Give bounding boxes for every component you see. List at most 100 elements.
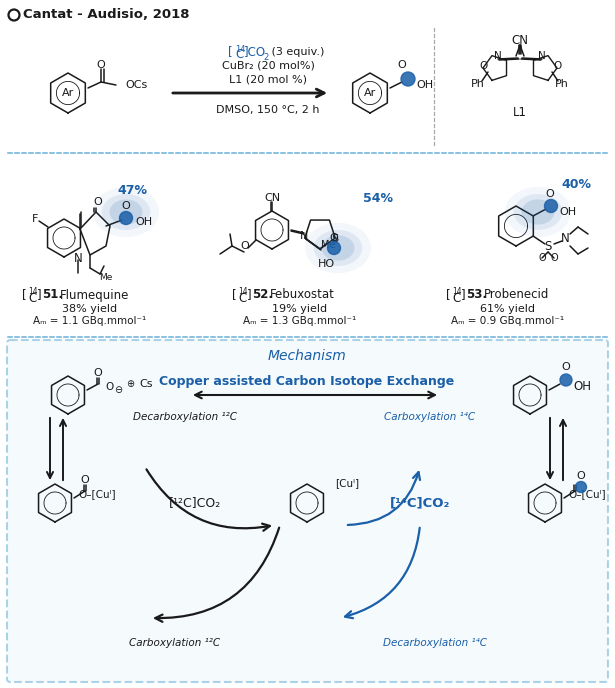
Text: O: O: [330, 233, 338, 243]
Text: O–[Cuᴵ]: O–[Cuᴵ]: [78, 489, 116, 499]
Text: 51.: 51.: [42, 288, 63, 301]
Text: O: O: [93, 368, 102, 378]
Text: ⊕: ⊕: [126, 379, 134, 389]
Text: O: O: [398, 60, 407, 70]
Text: Carboxylation ¹⁴C: Carboxylation ¹⁴C: [384, 412, 475, 422]
Text: 47%: 47%: [117, 184, 147, 197]
Text: O: O: [93, 197, 102, 207]
Text: [¹⁴C]CO₂: [¹⁴C]CO₂: [390, 497, 450, 510]
Text: CuBr₂ (20 mol%): CuBr₂ (20 mol%): [221, 61, 314, 71]
Text: OCs: OCs: [125, 80, 147, 90]
Text: 14: 14: [238, 288, 248, 297]
FancyBboxPatch shape: [7, 340, 608, 682]
Text: ]: ]: [461, 288, 466, 301]
Text: 14: 14: [452, 288, 462, 297]
Circle shape: [119, 211, 132, 224]
Text: N: N: [74, 252, 82, 264]
Text: (3 equiv.): (3 equiv.): [268, 47, 324, 57]
Text: 14: 14: [235, 45, 245, 54]
Ellipse shape: [305, 223, 371, 273]
Text: Cantat - Audisio, 2018: Cantat - Audisio, 2018: [23, 8, 189, 21]
Text: O–[Cuᴵ]: O–[Cuᴵ]: [568, 489, 606, 499]
Text: 54%: 54%: [363, 191, 393, 204]
Text: [: [: [22, 288, 26, 301]
Text: DMSO, 150 °C, 2 h: DMSO, 150 °C, 2 h: [216, 105, 320, 115]
Text: [¹²C]CO₂: [¹²C]CO₂: [169, 497, 221, 510]
Text: N: N: [561, 233, 569, 246]
Text: HO: HO: [317, 259, 335, 269]
Text: 40%: 40%: [561, 178, 591, 191]
Text: Aₘ = 1.3 GBq.mmol⁻¹: Aₘ = 1.3 GBq.mmol⁻¹: [244, 316, 357, 326]
Text: F: F: [32, 214, 38, 224]
Text: O: O: [479, 61, 487, 71]
Text: [Cuᴵ]: [Cuᴵ]: [335, 478, 359, 488]
Text: Copper assisted Carbon Isotope Exchange: Copper assisted Carbon Isotope Exchange: [159, 374, 454, 387]
Text: CN: CN: [264, 193, 280, 203]
Text: C: C: [28, 292, 36, 305]
Text: N: N: [494, 51, 502, 61]
Text: O: O: [577, 471, 585, 481]
Circle shape: [401, 72, 415, 86]
Text: N: N: [538, 51, 546, 61]
Text: 52.: 52.: [252, 288, 273, 301]
Text: CN: CN: [512, 34, 528, 47]
Text: O: O: [550, 253, 558, 263]
Circle shape: [560, 374, 572, 386]
Text: Cs: Cs: [139, 379, 153, 389]
Text: O: O: [81, 475, 89, 485]
Text: [: [: [232, 288, 237, 301]
Text: [: [: [228, 45, 232, 58]
Text: 19% yield: 19% yield: [272, 304, 328, 314]
Text: Ph: Ph: [555, 79, 569, 89]
Text: S: S: [331, 234, 339, 244]
Text: Aₘ = 0.9 GBq.mmol⁻¹: Aₘ = 0.9 GBq.mmol⁻¹: [451, 316, 565, 326]
Circle shape: [328, 241, 341, 255]
Text: L1: L1: [513, 105, 527, 118]
Text: S: S: [544, 241, 552, 253]
Text: 14: 14: [28, 288, 38, 297]
Text: C: C: [235, 48, 244, 61]
Ellipse shape: [102, 194, 150, 230]
Text: Ar: Ar: [364, 88, 376, 98]
Text: 61% yield: 61% yield: [480, 304, 536, 314]
Text: ]: ]: [37, 288, 42, 301]
Text: Febuxostat: Febuxostat: [270, 288, 335, 301]
Text: O: O: [561, 362, 570, 372]
Ellipse shape: [522, 200, 555, 224]
Text: L1 (20 mol %): L1 (20 mol %): [229, 74, 307, 84]
Text: O: O: [106, 382, 114, 392]
Text: OH: OH: [416, 80, 434, 90]
Text: O: O: [122, 201, 130, 211]
Text: ]CO: ]CO: [244, 45, 266, 58]
Text: Me: Me: [321, 240, 335, 250]
Text: Mechanism: Mechanism: [268, 349, 346, 363]
Text: O: O: [546, 189, 554, 199]
Text: Probenecid: Probenecid: [484, 288, 549, 301]
Text: Decarboxylation ¹²C: Decarboxylation ¹²C: [133, 412, 237, 422]
Ellipse shape: [322, 235, 354, 261]
Text: O: O: [538, 253, 546, 263]
Text: ⊖: ⊖: [114, 385, 122, 395]
Text: Ph: Ph: [471, 79, 485, 89]
Text: O: O: [97, 60, 105, 70]
Text: OH: OH: [560, 207, 577, 217]
Text: C: C: [238, 292, 246, 305]
Ellipse shape: [314, 230, 362, 266]
Text: O: O: [240, 241, 249, 251]
Ellipse shape: [505, 187, 571, 237]
Text: OH: OH: [135, 217, 153, 227]
Text: O: O: [553, 61, 561, 71]
Text: [: [: [446, 288, 451, 301]
Circle shape: [576, 482, 587, 493]
Text: ]: ]: [247, 288, 252, 301]
Text: 38% yield: 38% yield: [63, 304, 117, 314]
Text: Me: Me: [99, 274, 113, 283]
Ellipse shape: [514, 194, 562, 230]
Text: C: C: [452, 292, 460, 305]
Text: OH: OH: [573, 380, 591, 394]
Text: 2: 2: [263, 52, 268, 61]
Ellipse shape: [93, 187, 159, 237]
Text: Ar: Ar: [62, 88, 74, 98]
Text: Aₘ = 1.1 GBq.mmol⁻¹: Aₘ = 1.1 GBq.mmol⁻¹: [33, 316, 146, 326]
Text: 53.: 53.: [466, 288, 487, 301]
